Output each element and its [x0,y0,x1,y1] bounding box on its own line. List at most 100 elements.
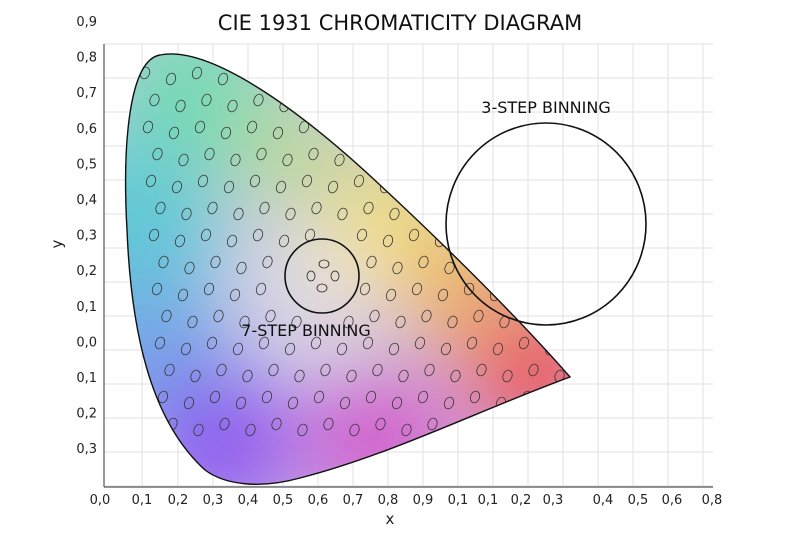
bin-ellipse [437,288,449,302]
bin-ellipse [421,309,432,323]
bin-ellipse [258,336,270,350]
bin-ellipse [291,315,302,329]
bin-ellipse [239,315,250,329]
bin-ellipse [297,423,308,437]
bin-ellipse [337,207,348,221]
bin-ellipse [470,255,481,269]
y-tick-label: 0,9 [76,15,97,30]
bin-ellipse [531,417,542,431]
bin-ellipse [152,147,163,161]
bin-ellipse [469,390,481,404]
seven-step-inner-ellipses [306,259,340,293]
spectral-locus-outline [124,53,572,485]
bin-ellipse [149,93,160,107]
bin-ellipse [213,309,224,323]
bin-ellipse [177,288,189,302]
bin-ellipse [168,126,180,140]
y-tick-label: 0,4 [76,193,97,208]
bin-ellipse [200,228,212,242]
bin-ellipse [262,255,273,269]
y-tick-label: 0,1 [76,300,97,315]
bin-ellipse [417,390,429,404]
y-tick-label: 0,5 [76,157,97,172]
cyan-region [125,140,220,320]
bin-ellipse [518,336,530,350]
bin-ellipse [463,282,475,296]
y-tick-label: 0,6 [76,122,97,137]
bin-ellipse [372,363,383,377]
bin-ellipse [535,180,547,194]
bin-ellipse [357,93,368,107]
bin-ellipse [405,174,417,188]
bin-ellipse [313,390,325,404]
bin-ellipse [259,201,270,215]
bin-ellipse [242,369,253,383]
three-step-label: 3-STEP BINNING [481,98,610,117]
y-tick-label: 0,2 [76,407,97,422]
bin-ellipse [245,423,256,437]
x-tick-label: 0,1 [478,493,499,508]
bin-ellipse [443,396,455,410]
x-tick-label: 0,1 [132,493,153,508]
bin-ellipse [229,288,241,302]
bin-ellipse [271,417,282,431]
bin-ellipse [181,207,192,221]
bin-ellipse [220,126,232,140]
bin-ellipse [516,147,527,161]
bin-ellipse [194,120,206,134]
bin-ellipse [184,261,195,275]
y-tick-label: 0,3 [76,229,97,244]
bin-ellipse [440,342,452,356]
y-tick-label: 0,2 [76,264,97,279]
bin-ellipse [282,153,293,167]
bin-ellipse [151,282,163,296]
bin-ellipse [409,93,420,107]
bin-ellipse [155,201,166,215]
bin-ellipse [375,417,386,431]
bin-ellipse [206,336,218,350]
bin-ellipse [460,228,472,242]
bin-ellipse [450,369,461,383]
bin-ellipse [253,93,264,107]
chart-title: CIE 1931 CHROMATICITY DIAGRAM [218,11,582,35]
x-tick-label: 0,4 [593,493,614,508]
bin-ellipse [447,315,458,329]
bin-ellipse [327,180,339,194]
bin-ellipse [408,228,420,242]
bin-ellipse [480,126,492,140]
bin-ellipse [392,261,403,275]
bin-ellipse [538,234,550,248]
bin-ellipse [193,423,204,437]
bin-ellipse [272,126,284,140]
bin-ellipse [509,174,521,188]
bin-ellipse [287,396,299,410]
bin-ellipse [388,342,400,356]
x-axis-label: x [386,510,395,528]
bin-ellipse [180,342,192,356]
bin-ellipse [435,99,446,113]
bin-ellipse [310,336,322,350]
bin-ellipse [505,423,516,437]
bin-ellipse [490,153,501,167]
bin-ellipse [492,342,504,356]
bin-ellipse [431,180,443,194]
bin-ellipse [209,390,221,404]
bin-ellipse [415,201,426,215]
bin-ellipse [366,255,377,269]
bin-ellipse [311,201,322,215]
bin-ellipse [201,93,212,107]
bin-ellipse [187,315,198,329]
magenta-region [310,370,450,485]
bin-ellipse [386,153,397,167]
bin-ellipse [252,228,264,242]
bin-ellipse [502,369,513,383]
white-region [265,230,375,340]
x-tick-label: 0,7 [343,493,364,508]
x-tick-label: 0,4 [238,493,259,508]
bin-ellipse [353,174,365,188]
bin-ellipse [428,126,440,140]
bin-ellipse [473,309,484,323]
x-tick-label: 0,8 [702,493,723,508]
bin-ellipse [217,72,229,86]
